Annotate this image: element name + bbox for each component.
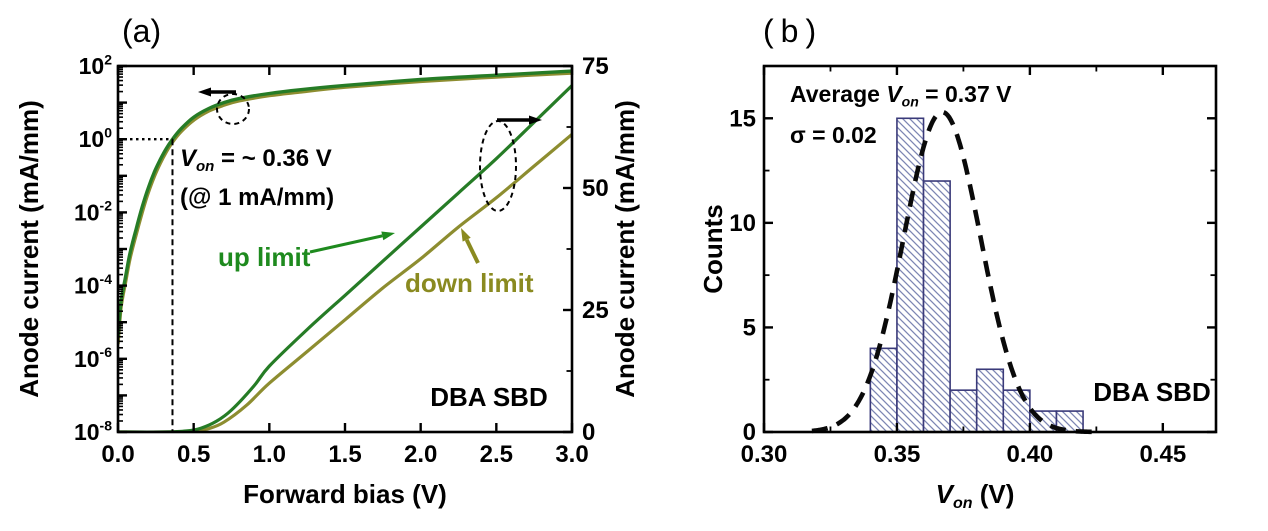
panel-b-y-tick-label: 5 [743, 314, 756, 341]
panel-b-x-tick-label: 0.35 [874, 441, 921, 468]
panel-b: (b) 0.30 0.35 0.40 0.45 0 5 10 15 Von (V) Counts Av… [698, 13, 1218, 512]
panel-a-device-label: DBA SBD [430, 382, 547, 412]
sigma-annotation: σ = 0.02 [790, 122, 877, 148]
von-value-annotation: Von = ~ 0.36 V [180, 145, 332, 175]
down-limit-label: down limit [405, 268, 534, 298]
up-limit-label: up limit [218, 242, 311, 272]
panel-b-x-tick-label: 0.45 [1139, 441, 1186, 468]
gaussian-fit-curve [811, 109, 1099, 435]
panel-a-right-tick-label: 25 [582, 297, 609, 324]
log-curve-dashed-circle [216, 93, 250, 125]
up-limit-log-curve [118, 69, 572, 337]
panel-a-left-y-axis-title: Anode current (mA/mm) [14, 100, 44, 398]
panel-a-left-tick-label: 102 [79, 51, 113, 79]
average-von-annotation: Average Von = 0.37 V [790, 81, 1012, 110]
panel-a-left-tick-label: 10-8 [74, 417, 112, 445]
panel-b-label: (b) [763, 13, 823, 49]
panel-a-left-tick-label: 100 [79, 125, 113, 153]
panel-a-x-tick-label: 0.5 [177, 441, 210, 468]
histogram-bar [975, 368, 1005, 433]
histogram-bar [949, 389, 978, 433]
panel-a-right-tick-label: 75 [582, 53, 609, 80]
histogram-bar [896, 117, 925, 433]
panel-a-x-tick-label: 2.0 [404, 441, 437, 468]
panel-a: (a) 0.0 0.5 1.0 1.5 2.0 2.5 3.0 102 100 10-2 10-4 10… [14, 13, 640, 509]
panel-a-x-tick-label: 0.0 [101, 441, 134, 468]
panel-a-left-tick-label: 10-6 [74, 344, 112, 372]
panel-b-y-tick-label: 0 [743, 419, 756, 446]
panel-a-left-tick-label: 10-2 [74, 198, 112, 226]
panel-a-right-tick-label: 0 [582, 419, 595, 446]
panel-b-x-tick-label: 0.40 [1007, 441, 1054, 468]
histogram-bar [869, 347, 898, 433]
panel-a-x-axis-title: Forward bias (V) [243, 479, 447, 509]
panel-b-x-axis-title: Von (V) [936, 479, 1015, 512]
panel-a-x-tick-label: 3.0 [555, 441, 588, 468]
panel-a-label: (a) [122, 13, 161, 49]
panel-b-x-tick-label: 0.30 [741, 441, 788, 468]
panel-a-left-tick-label: 10-4 [74, 271, 112, 299]
linear-curves-dashed-ellipse [479, 120, 517, 212]
up-limit-arrow [309, 231, 395, 254]
panel-a-x-tick-label: 2.5 [480, 441, 513, 468]
panel-a-right-y-axis-title: Anode current (mA/mm) [610, 100, 640, 398]
panel-a-right-tick-label: 50 [582, 175, 609, 202]
left-axis-pointer-arrow [198, 87, 236, 97]
panel-b-y-tick-label: 15 [729, 105, 756, 132]
histogram-bar [1002, 389, 1031, 433]
right-axis-pointer-arrow [497, 115, 542, 125]
panel-a-x-tick-label: 1.0 [253, 441, 286, 468]
down-limit-arrow [461, 228, 480, 264]
von-condition-annotation: (@ 1 mA/mm) [180, 184, 334, 211]
up-limit-linear-curve [118, 84, 572, 432]
panel-a-x-tick-label: 1.5 [328, 441, 361, 468]
histogram-bar [922, 180, 951, 433]
panel-b-y-tick-label: 10 [729, 210, 756, 237]
panel-b-plot-frame [762, 64, 1218, 434]
panel-b-device-label: DBA SBD [1093, 377, 1210, 407]
panel-b-y-axis-title: Counts [698, 204, 728, 294]
